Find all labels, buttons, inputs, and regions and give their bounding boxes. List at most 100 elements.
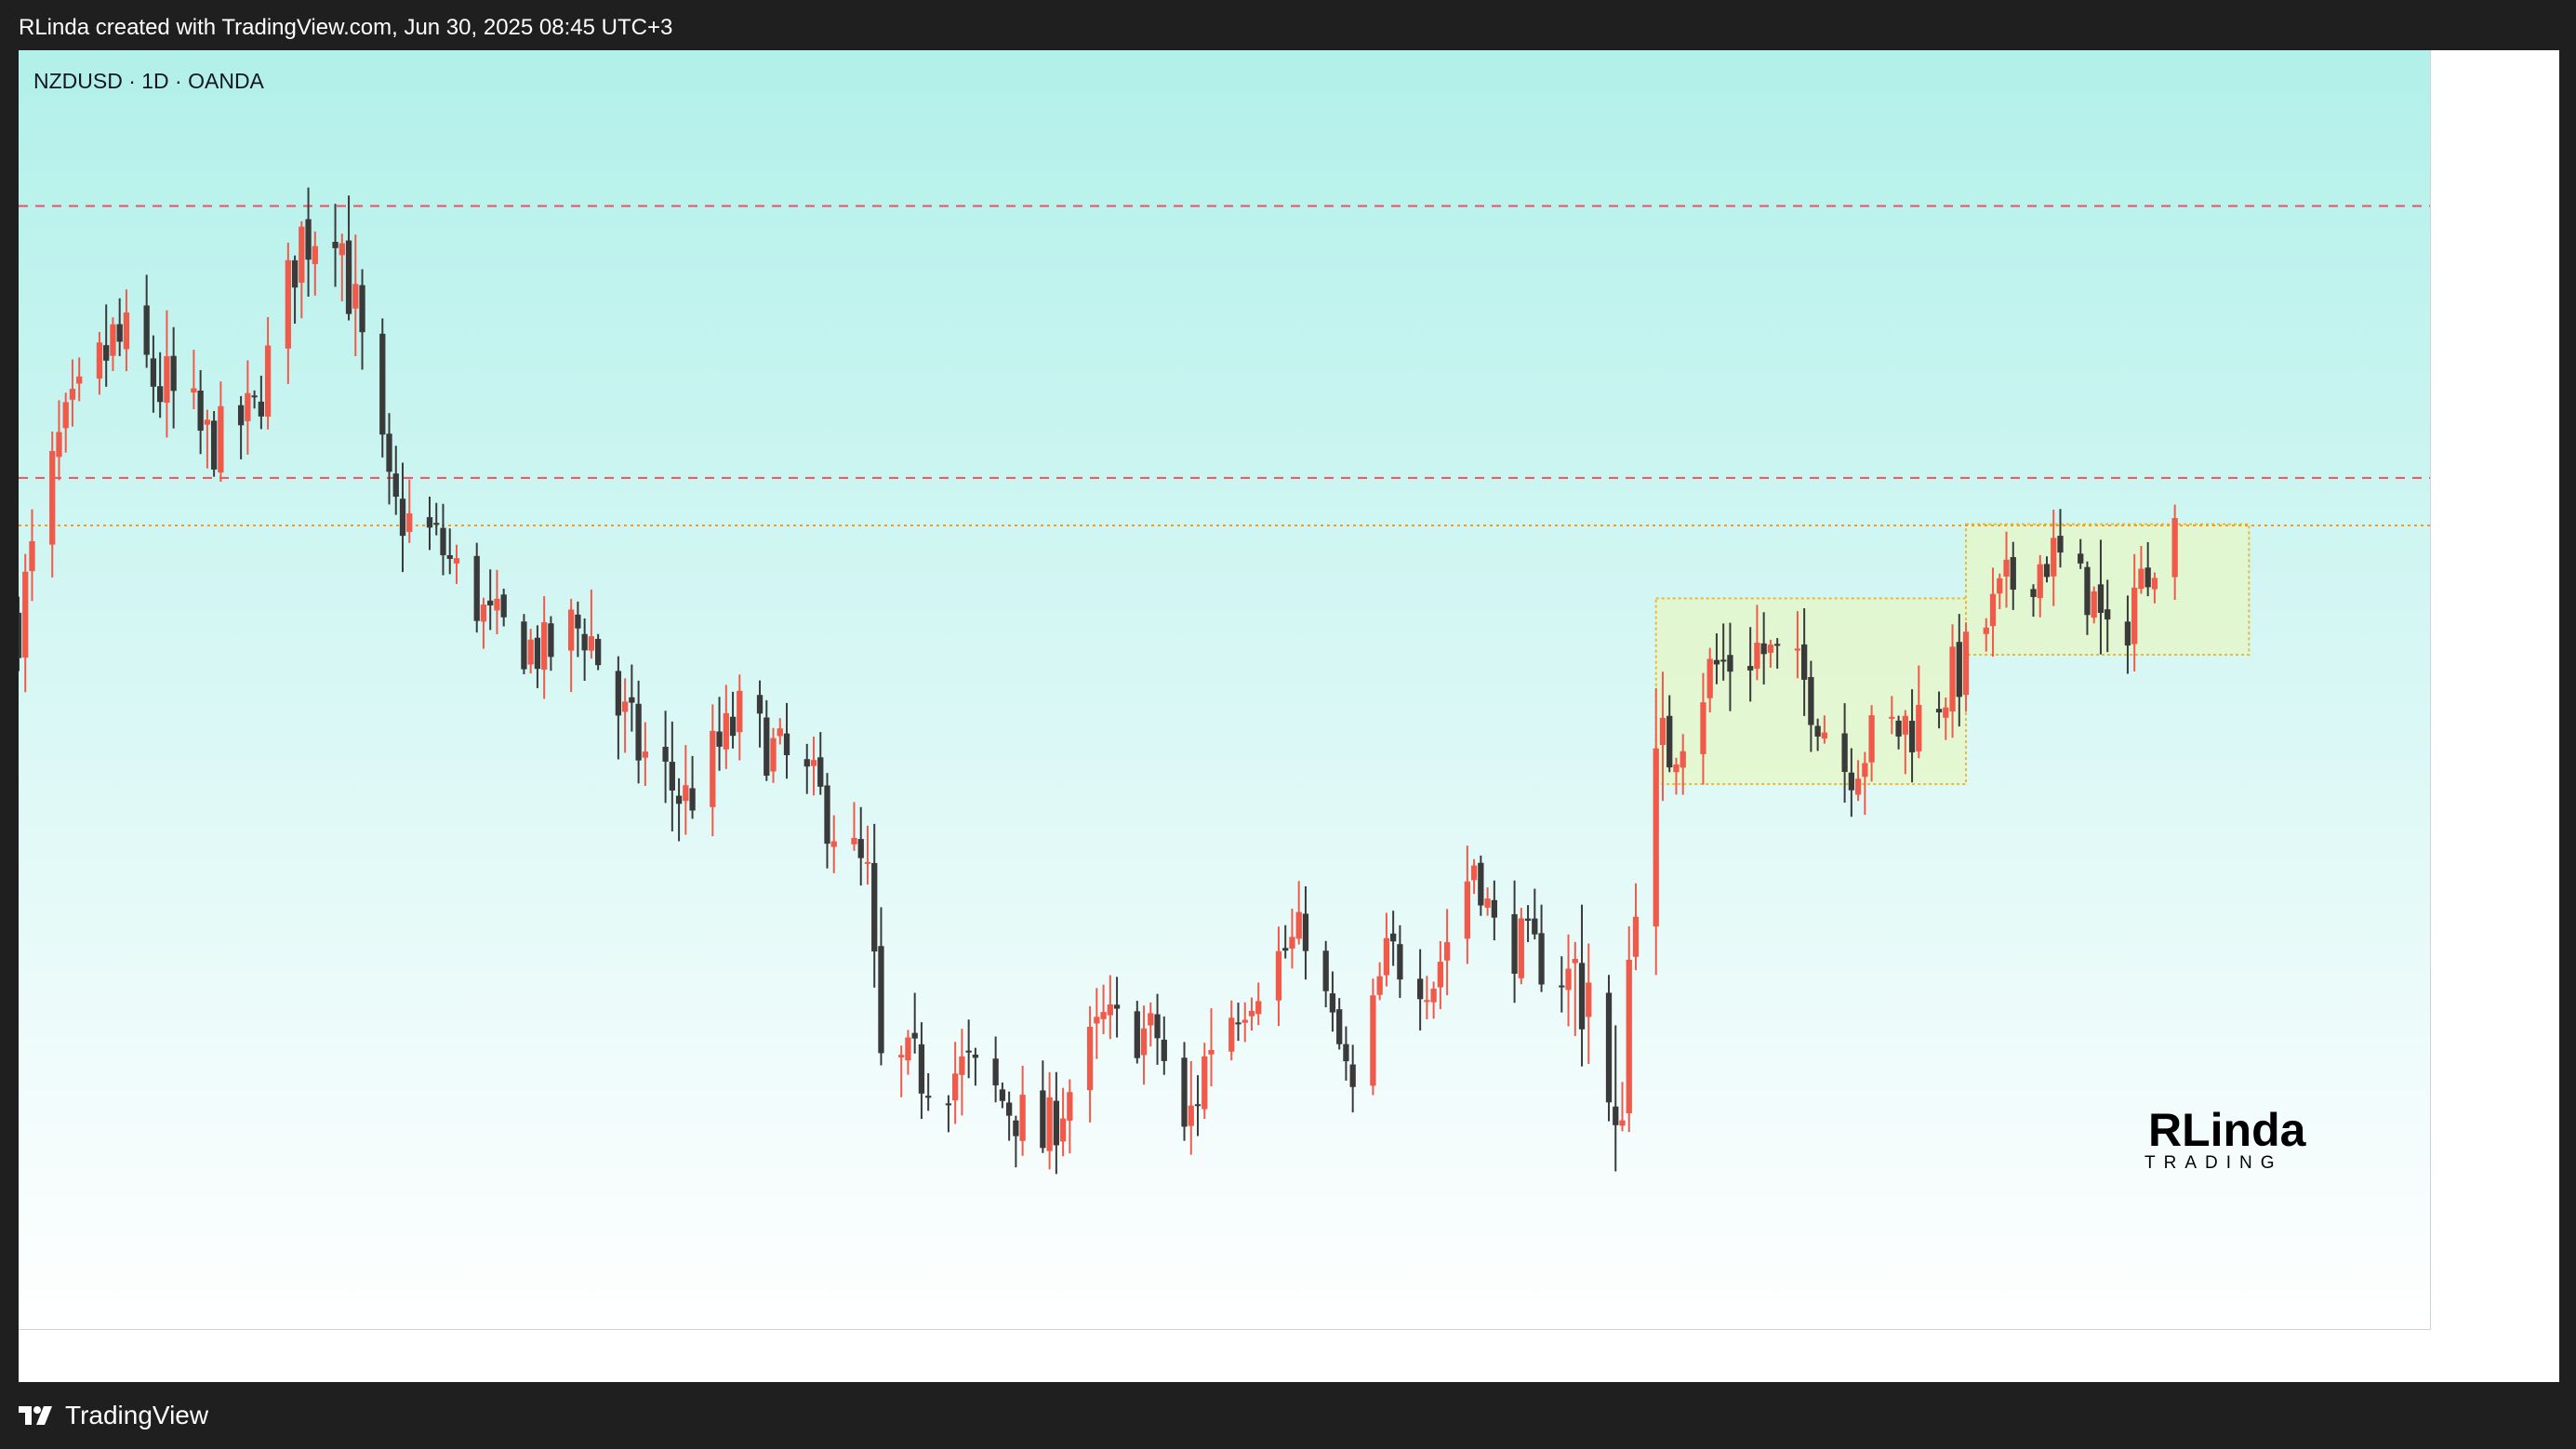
- candle-body: [1949, 646, 1956, 711]
- candle-body: [1194, 1104, 1202, 1107]
- chart-plot[interactable]: 0.645000.640000.635000.630000.625000.620…: [15, 50, 2548, 1382]
- candle-body: [110, 324, 116, 356]
- candle-body: [1747, 666, 1754, 671]
- candle-body: [1653, 748, 1659, 927]
- candle-body: [1659, 717, 1666, 745]
- candle-body: [2051, 538, 2057, 577]
- candle-body: [1565, 968, 1572, 990]
- candle-body: [2171, 518, 2178, 578]
- candle-body: [1538, 933, 1545, 985]
- candle-body: [905, 1037, 911, 1061]
- candle-body: [689, 788, 696, 811]
- candle-body: [534, 637, 541, 670]
- candle-body: [1397, 944, 1403, 980]
- candle-body: [952, 1073, 959, 1101]
- candle-body: [1424, 1000, 1430, 1003]
- candle-body: [1586, 982, 1592, 1017]
- candle-body: [1532, 918, 1538, 935]
- candle-body: [1767, 645, 1774, 653]
- candle-body: [332, 242, 339, 248]
- candle-body: [480, 605, 487, 622]
- candle-body: [1295, 911, 1302, 939]
- candle-body: [2030, 589, 2037, 597]
- candle-body: [440, 527, 446, 556]
- candle-body: [1619, 1120, 1626, 1126]
- candle-body: [629, 697, 635, 703]
- candle-body: [1578, 963, 1586, 1030]
- candle-body: [1626, 959, 1632, 1114]
- candle-body: [1148, 1013, 1154, 1026]
- watermark-brand: RLinda: [2148, 1104, 2307, 1156]
- tradingview-brand: TradingView: [65, 1401, 209, 1429]
- candle-body: [824, 785, 830, 844]
- candle-body: [1916, 705, 1922, 751]
- candle-body: [2037, 564, 2043, 599]
- candle-body: [1895, 720, 1902, 737]
- candle-body: [1727, 655, 1733, 672]
- candle-body: [965, 1050, 972, 1053]
- candle-body: [312, 246, 318, 264]
- candle-body: [2084, 566, 2091, 616]
- candle-body: [2151, 578, 2158, 590]
- candle-body: [817, 757, 824, 787]
- candle-body: [1376, 976, 1383, 995]
- candle-body: [1605, 992, 1613, 1103]
- candle-body: [299, 226, 305, 283]
- candle-body: [1511, 913, 1518, 974]
- candle-body: [237, 405, 245, 426]
- candle-body: [386, 433, 392, 472]
- candle-body: [1491, 899, 1497, 918]
- candlestick-chart[interactable]: 0.645000.640000.635000.630000.625000.620…: [15, 50, 2548, 1382]
- candle-body: [164, 355, 170, 403]
- candle-body: [62, 402, 69, 429]
- candle-body: [2138, 568, 2144, 590]
- candle-body: [1902, 715, 1908, 735]
- candle-body: [1572, 959, 1578, 964]
- candle-body: [500, 594, 507, 618]
- candle-body: [49, 450, 56, 545]
- candle-body: [359, 285, 365, 333]
- candle-body: [103, 345, 110, 361]
- candle-body: [871, 862, 878, 952]
- plot-background: [19, 50, 2431, 1330]
- candle-body: [1329, 993, 1336, 1013]
- candle-body: [1666, 715, 1673, 768]
- candle-body: [1248, 1010, 1255, 1017]
- candle-body: [716, 731, 723, 747]
- candle-body: [123, 312, 130, 350]
- candle-body: [548, 623, 554, 658]
- tradingview-logo[interactable]: TradingView: [19, 1401, 208, 1430]
- candle-body: [925, 1096, 932, 1098]
- candle-body: [1370, 995, 1376, 1086]
- candle-body: [1040, 1090, 1046, 1149]
- candle-body: [1289, 937, 1295, 949]
- candle-body: [810, 760, 817, 766]
- candle-body: [1989, 593, 1997, 627]
- candle-body: [662, 746, 669, 762]
- candle-body: [76, 376, 83, 384]
- candle-body: [770, 738, 777, 772]
- candle-body: [1470, 865, 1478, 881]
- candle-body: [992, 1058, 999, 1086]
- candle-body: [1821, 732, 1828, 739]
- candle-body: [959, 1056, 965, 1075]
- candle-body: [69, 389, 76, 400]
- candle-body: [1774, 644, 1781, 646]
- candle-body: [918, 1044, 925, 1094]
- candle-body: [1275, 950, 1282, 1001]
- candle-body: [258, 401, 264, 417]
- candle-body: [1228, 1017, 1235, 1052]
- candle-body: [864, 861, 871, 864]
- candle-body: [1754, 643, 1760, 669]
- candle-body: [1814, 725, 1821, 738]
- candle-body: [150, 358, 157, 387]
- candle-body: [1336, 1009, 1343, 1044]
- candle-body: [1154, 1014, 1161, 1039]
- candle-body: [568, 609, 575, 651]
- candle-body: [737, 690, 743, 733]
- candle-body: [1430, 989, 1437, 1003]
- candle-body: [1706, 658, 1713, 698]
- candle-body: [1107, 1004, 1113, 1016]
- symbol-title: NZDUSD · 1D · OANDA: [33, 69, 264, 93]
- candle-body: [29, 540, 35, 572]
